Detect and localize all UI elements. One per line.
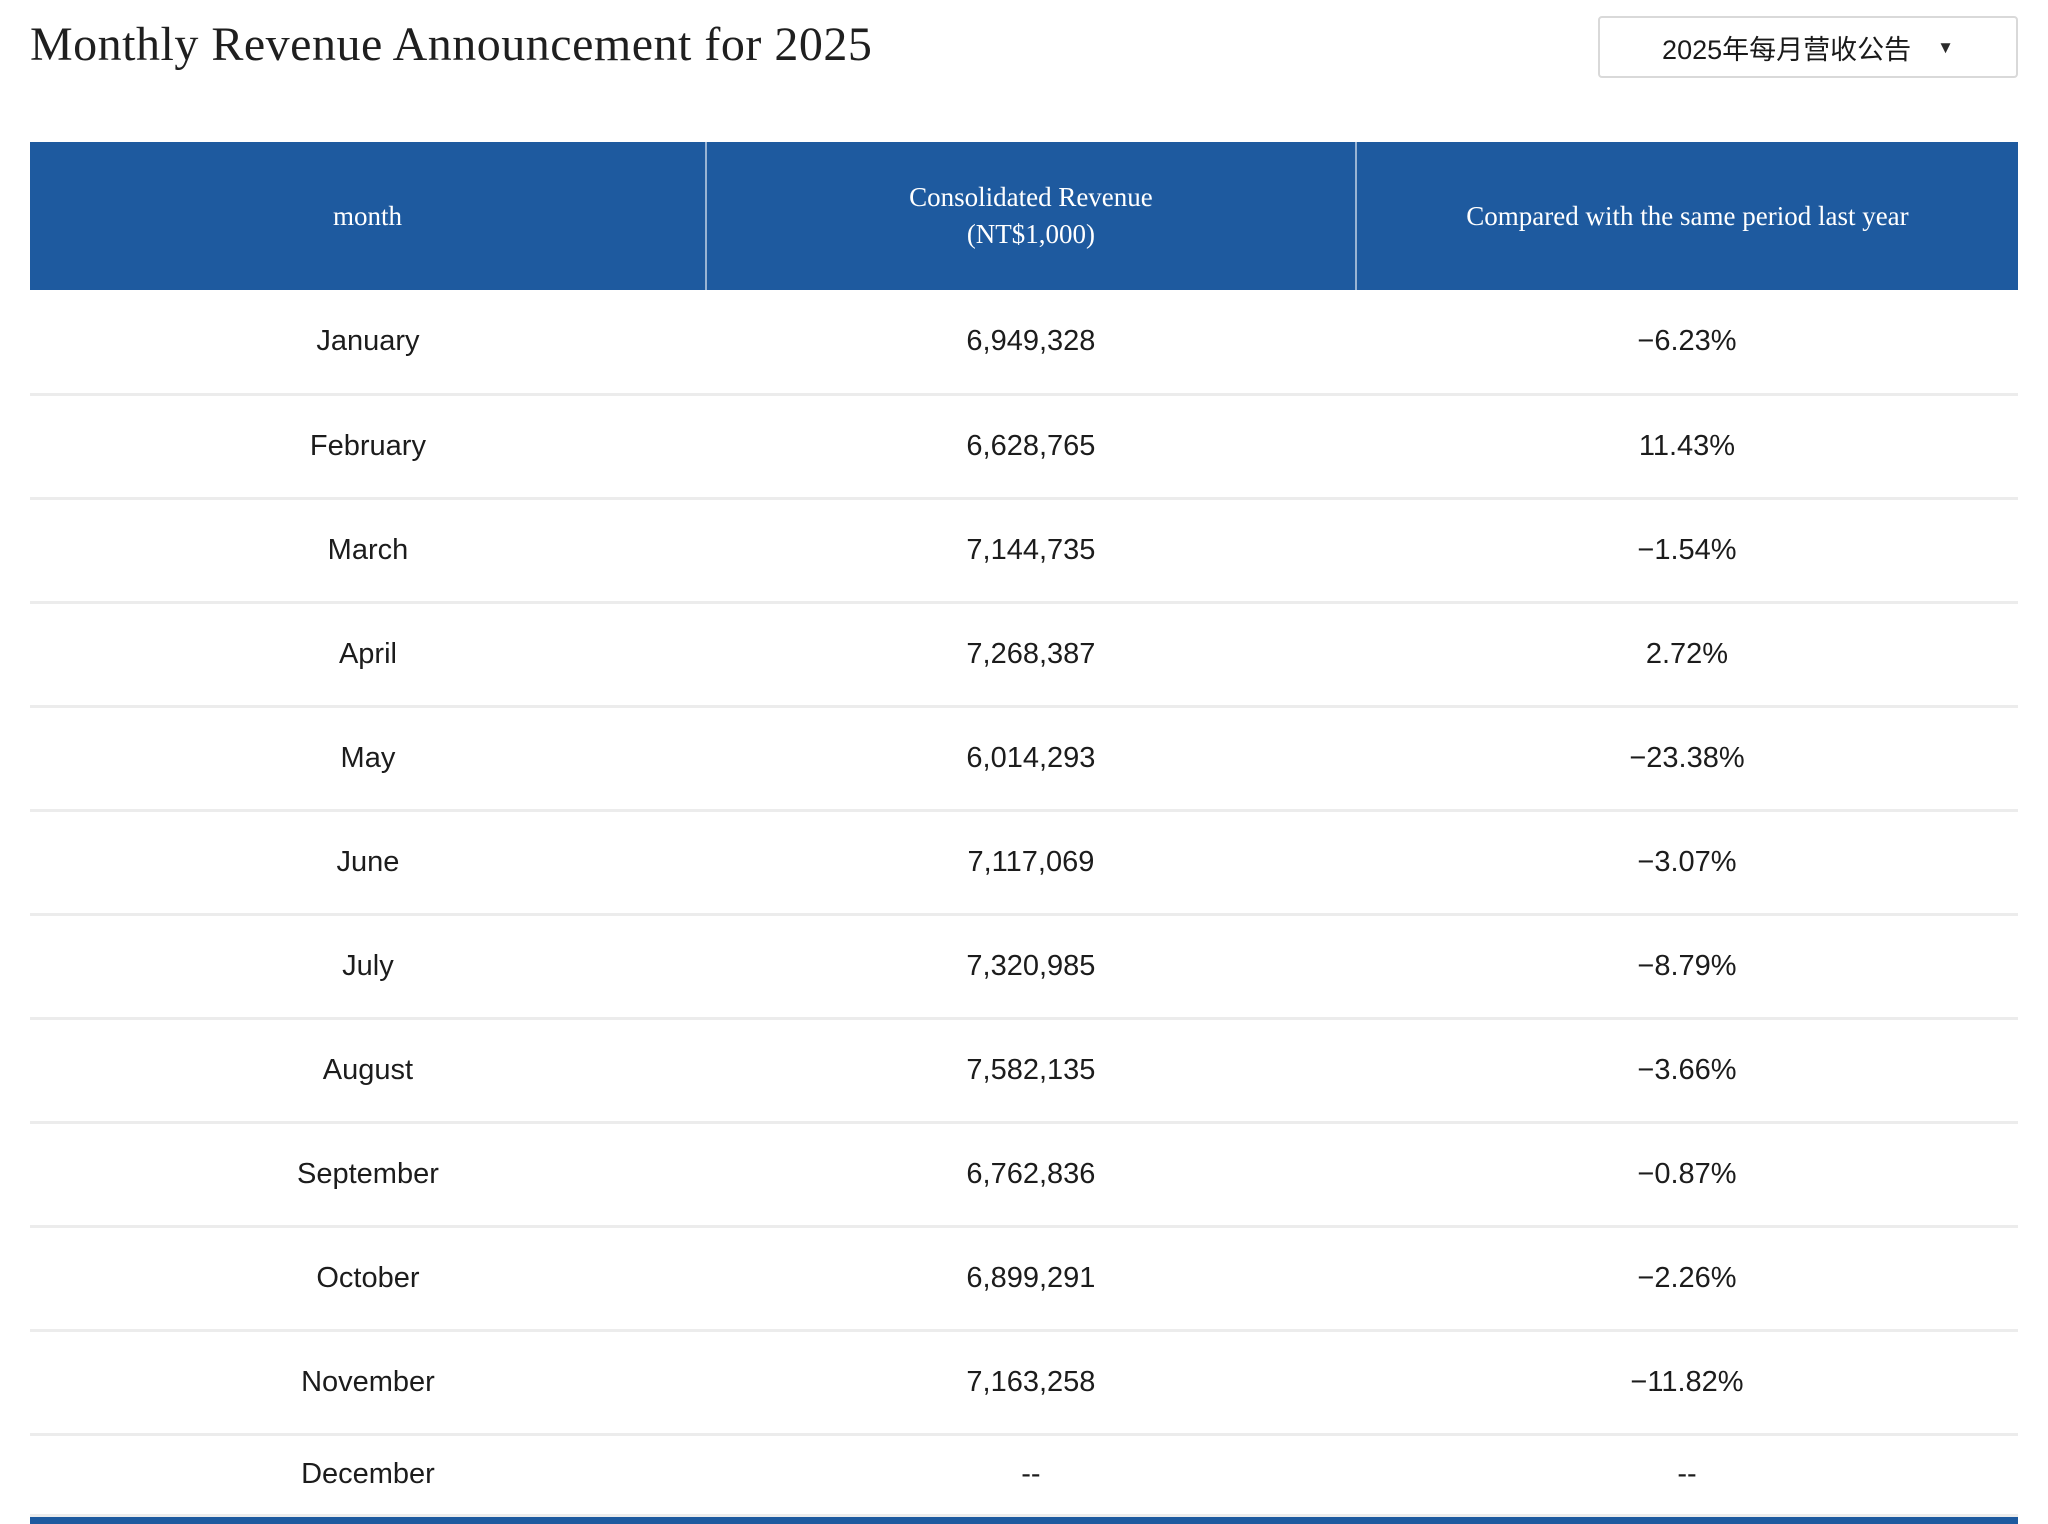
table-row: March 7,144,735 −1.54%	[30, 498, 2018, 604]
month-cell: May	[30, 706, 706, 812]
table-row: August 7,582,135 −3.66%	[30, 1018, 2018, 1124]
month-cell: July	[30, 914, 706, 1020]
yoy-cell: −1.54%	[1355, 498, 2018, 604]
year-selector-value: 2025年每月营收公告	[1662, 34, 1912, 65]
revenue-cell: 6,949,328	[705, 290, 1356, 396]
yoy-cell: −3.07%	[1355, 810, 2018, 916]
month-cell: September	[30, 1122, 706, 1228]
table-row: February 6,628,765 11.43%	[30, 394, 2018, 500]
revenue-cell: --	[705, 1434, 1356, 1517]
table-row: June 7,117,069 −3.07%	[30, 810, 2018, 916]
revenue-cell: 7,268,387	[705, 602, 1356, 708]
table-row: October 6,899,291 −2.26%	[30, 1226, 2018, 1332]
revenue-cell: 7,582,135	[705, 1018, 1356, 1124]
yoy-cell: −11.82%	[1355, 1330, 2018, 1436]
yoy-cell: −6.23%	[1355, 290, 2018, 396]
revenue-cell: 6,762,836	[705, 1122, 1356, 1228]
table-row: July 7,320,985 −8.79%	[30, 914, 2018, 1020]
yoy-cell: −0.87%	[1355, 1122, 2018, 1228]
month-cell: October	[30, 1226, 706, 1332]
column-header-month: month	[30, 142, 706, 290]
month-cell: March	[30, 498, 706, 604]
table-header: month Consolidated Revenue (NT$1,000) Co…	[30, 142, 2018, 290]
next-table-header-cutoff	[30, 1516, 2018, 1524]
yoy-cell: 11.43%	[1355, 394, 2018, 500]
revenue-cell: 6,899,291	[705, 1226, 1356, 1332]
month-cell: February	[30, 394, 706, 500]
revenue-cell: 7,117,069	[705, 810, 1356, 916]
revenue-cell: 7,320,985	[705, 914, 1356, 1020]
column-header-yoy-comparison: Compared with the same period last year	[1354, 142, 2018, 290]
revenue-cell: 6,628,765	[705, 394, 1356, 500]
table-row: May 6,014,293 −23.38%	[30, 706, 2018, 812]
table-row: November 7,163,258 −11.82%	[30, 1330, 2018, 1436]
column-header-consolidated-revenue: Consolidated Revenue (NT$1,000)	[704, 142, 1356, 290]
revenue-cell: 7,144,735	[705, 498, 1356, 604]
month-cell: June	[30, 810, 706, 916]
month-cell: December	[30, 1434, 706, 1517]
page-header: Monthly Revenue Announcement for 2025 20…	[30, 0, 2018, 142]
yoy-cell: --	[1355, 1434, 2018, 1517]
year-selector-dropdown[interactable]: 2025年每月营收公告 ▼	[1598, 16, 2018, 78]
revenue-cell: 6,014,293	[705, 706, 1356, 812]
yoy-cell: −3.66%	[1355, 1018, 2018, 1124]
month-cell: January	[30, 290, 706, 396]
table-row: September 6,762,836 −0.87%	[30, 1122, 2018, 1228]
chevron-down-icon: ▼	[1937, 38, 1954, 57]
table-row: April 7,268,387 2.72%	[30, 602, 2018, 708]
yoy-cell: 2.72%	[1355, 602, 2018, 708]
monthly-revenue-table: month Consolidated Revenue (NT$1,000) Co…	[30, 142, 2018, 1517]
month-cell: August	[30, 1018, 706, 1124]
revenue-cell: 7,163,258	[705, 1330, 1356, 1436]
month-cell: November	[30, 1330, 706, 1436]
revenue-table-body: January 6,949,328 −6.23% February 6,628,…	[30, 290, 2018, 1517]
yoy-cell: −2.26%	[1355, 1226, 2018, 1332]
table-row: January 6,949,328 −6.23%	[30, 290, 2018, 396]
page-title: Monthly Revenue Announcement for 2025	[30, 18, 873, 71]
yoy-cell: −8.79%	[1355, 914, 2018, 1020]
table-row: December -- --	[30, 1434, 2018, 1517]
yoy-cell: −23.38%	[1355, 706, 2018, 812]
month-cell: April	[30, 602, 706, 708]
